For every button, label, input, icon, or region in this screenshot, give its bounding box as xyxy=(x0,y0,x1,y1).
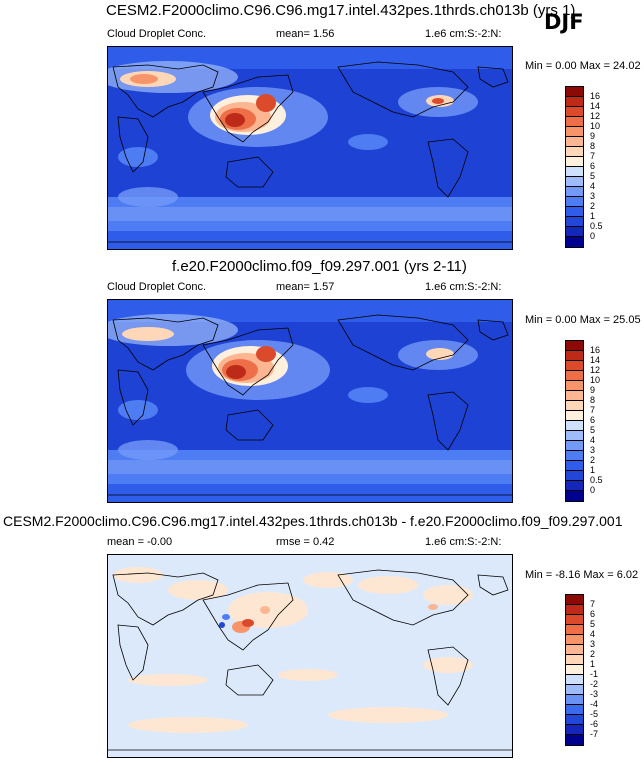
colorbar-tick: -3 xyxy=(590,689,599,699)
colorbar-tick: 5 xyxy=(590,425,596,435)
colorbar-tick: 1 xyxy=(590,465,596,475)
colorbar-tick: 3 xyxy=(590,191,596,201)
panel-3-minmax: Min = -8.16 Max = 6.02 xyxy=(525,569,639,581)
colorbar-tick: 3 xyxy=(590,445,596,455)
colorbar-tick: 6 xyxy=(590,609,596,619)
panel-3-title: CESM2.F2000climo.C96.C96.mg17.intel.432p… xyxy=(3,513,623,529)
colorbar-tick: 14 xyxy=(590,355,601,365)
colorbar-tick: -1 xyxy=(590,669,599,679)
panel-2-colorbar xyxy=(565,340,584,502)
colorbar-tick: 14 xyxy=(590,101,601,111)
panel-2-units: 1.e6 cm:S:-2:N: xyxy=(425,281,502,293)
panel-3-colorbar xyxy=(565,594,584,746)
colorbar-tick: 6 xyxy=(590,415,596,425)
panel-1-units: 1.e6 cm:S:-2:N: xyxy=(425,28,502,40)
colorbar-tick: 4 xyxy=(590,629,596,639)
colorbar-tick: 1 xyxy=(590,659,596,669)
colorbar-tick: -6 xyxy=(590,719,599,729)
colorbar-tick: 5 xyxy=(590,171,596,181)
colorbar-tick: 2 xyxy=(590,455,596,465)
colorbar-tick: 7 xyxy=(590,599,596,609)
colorbar-tick: 9 xyxy=(590,131,596,141)
colorbar-tick: 12 xyxy=(590,111,601,121)
colorbar-tick: 0.5 xyxy=(590,221,603,231)
panel-1-colorbar xyxy=(565,86,584,248)
panel-2-title: f.e20.F2000climo.f09_f09.297.001 (yrs 2-… xyxy=(172,258,467,275)
colorbar-tick: 2 xyxy=(590,649,596,659)
colorbar-tick: 10 xyxy=(590,375,601,385)
colorbar-tick: 7 xyxy=(590,151,596,161)
colorbar-tick: 8 xyxy=(590,141,596,151)
panel-1-mean: mean= 1.56 xyxy=(276,28,335,40)
panel-2-map xyxy=(107,299,513,503)
panel-2-field-label: Cloud Droplet Conc. xyxy=(107,281,207,293)
colorbar-tick: 16 xyxy=(590,345,601,355)
colorbar-tick: 16 xyxy=(590,91,601,101)
colorbar-tick: 2 xyxy=(590,201,596,211)
colorbar-tick: 4 xyxy=(590,435,596,445)
colorbar-tick: 1 xyxy=(590,211,596,221)
colorbar-tick: 0 xyxy=(590,231,596,241)
panel-3-rmse: rmse = 0.42 xyxy=(276,536,335,548)
colorbar-tick: 10 xyxy=(590,121,601,131)
colorbar-tick: 9 xyxy=(590,385,596,395)
panel-1-field-label: Cloud Droplet Conc. xyxy=(107,28,207,40)
panel-3-map xyxy=(107,554,513,758)
colorbar-tick: 12 xyxy=(590,365,601,375)
colorbar-tick: -4 xyxy=(590,699,599,709)
colorbar-tick: 0 xyxy=(590,485,596,495)
panel-1-map xyxy=(107,46,513,250)
panel-1-minmax: Min = 0.00 Max = 24.02 xyxy=(525,60,641,72)
panel-2-minmax: Min = 0.00 Max = 25.05 xyxy=(525,314,641,326)
colorbar-tick: -5 xyxy=(590,709,599,719)
panel-3-units: 1.e6 cm:S:-2:N: xyxy=(425,536,502,548)
colorbar-tick: -7 xyxy=(590,729,599,739)
panel-2-mean: mean= 1.57 xyxy=(276,281,335,293)
colorbar-tick: 3 xyxy=(590,639,596,649)
season-label: DJF xyxy=(544,10,584,34)
colorbar-tick: 5 xyxy=(590,619,596,629)
colorbar-tick: -2 xyxy=(590,679,599,689)
colorbar-tick: 7 xyxy=(590,405,596,415)
panel-1-title: CESM2.F2000climo.C96.C96.mg17.intel.432p… xyxy=(106,2,576,19)
panel-3-mean: mean = -0.00 xyxy=(107,536,173,548)
colorbar-tick: 0.5 xyxy=(590,475,603,485)
colorbar-tick: 6 xyxy=(590,161,596,171)
colorbar-tick: 4 xyxy=(590,181,596,191)
colorbar-tick: 8 xyxy=(590,395,596,405)
